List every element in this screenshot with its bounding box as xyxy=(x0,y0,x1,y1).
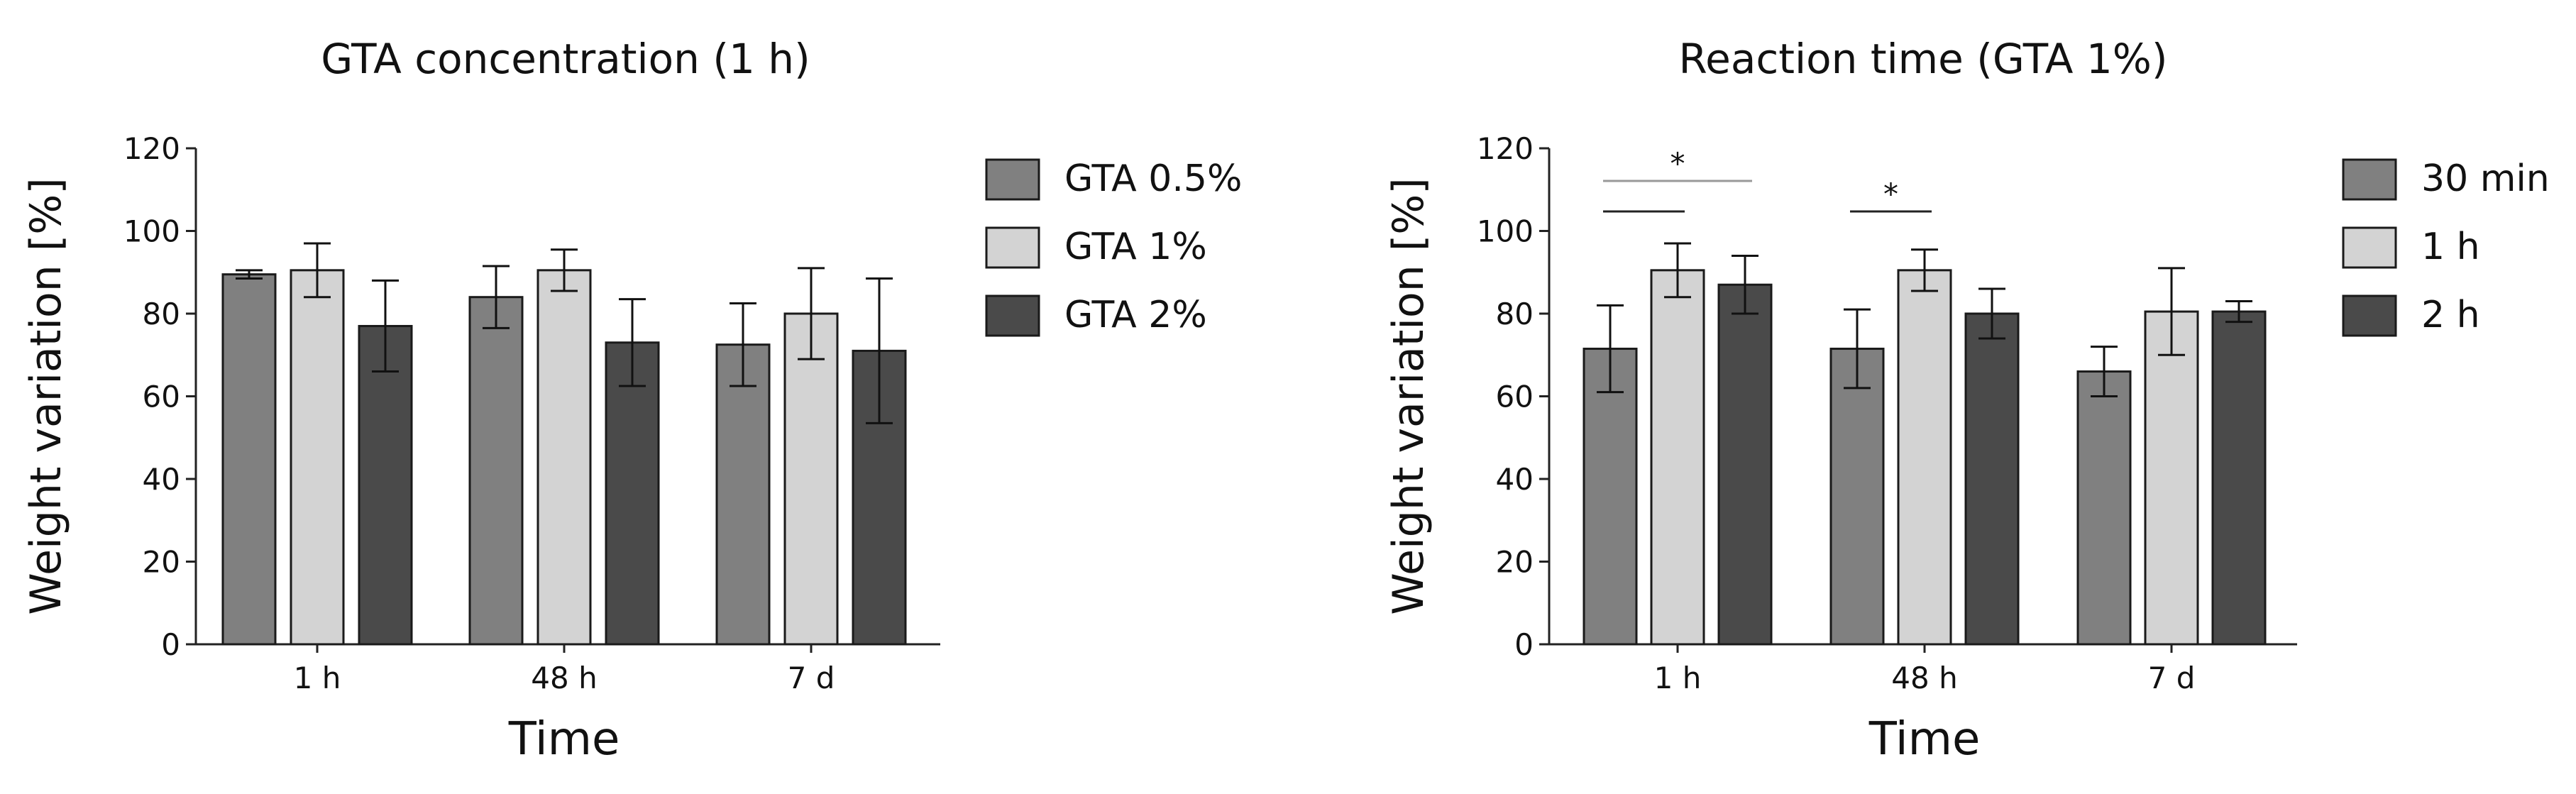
bar xyxy=(852,349,907,646)
y-tick-label: 100 xyxy=(123,214,180,249)
legend-swatch xyxy=(985,226,1040,269)
y-tick-label: 120 xyxy=(123,131,180,166)
y-tick-label: 40 xyxy=(1496,462,1534,497)
y-tick-label: 80 xyxy=(1496,297,1534,331)
legend-label: 30 min xyxy=(2421,158,2550,200)
significance-label: * xyxy=(1670,146,1685,181)
chart-title: Reaction time (GTA 1%) xyxy=(1678,35,2167,83)
x-axis-label: Time xyxy=(1868,713,1981,766)
x-tick-label: 7 d xyxy=(2148,661,2196,695)
bar xyxy=(715,343,771,646)
bar xyxy=(358,324,413,646)
x-tick-label: 1 h xyxy=(294,661,341,695)
legend-label: GTA 1% xyxy=(1064,226,1207,268)
y-tick-label: 0 xyxy=(1514,627,1534,662)
y-tick-label: 0 xyxy=(161,627,180,662)
legend-label: GTA 0.5% xyxy=(1064,158,1242,200)
y-axis-label: Weight variation [%] xyxy=(21,177,71,614)
significance-label: * xyxy=(1883,177,1898,211)
y-tick-label: 100 xyxy=(1477,214,1534,249)
y-tick-label: 60 xyxy=(143,380,180,414)
chart-reaction-time: Reaction time (GTA 1%) 0 20 40 60 80 100 120 Wei… xyxy=(1384,35,2550,766)
y-tick-label: 20 xyxy=(1496,545,1534,580)
chart-title: GTA concentration (1 h) xyxy=(321,35,810,83)
bar xyxy=(221,273,277,646)
legend-swatch xyxy=(2342,226,2397,269)
x-tick-label: 1 h xyxy=(1654,661,1702,695)
legend-label: 1 h xyxy=(2421,226,2480,268)
y-tick-label: 40 xyxy=(143,462,180,497)
y-axis-label: Weight variation [%] xyxy=(1384,177,1433,614)
bar xyxy=(1897,269,1952,646)
y-tick-label: 20 xyxy=(143,545,180,580)
x-tick-label: 48 h xyxy=(531,661,597,695)
bar xyxy=(1964,312,2020,646)
x-axis-label: Time xyxy=(508,713,620,766)
x-tick-label: 48 h xyxy=(1891,661,1957,695)
legend-swatch xyxy=(2342,294,2397,337)
y-tick-label: 120 xyxy=(1477,131,1534,166)
legend-label: GTA 2% xyxy=(1064,294,1207,336)
bar xyxy=(290,269,345,646)
bar xyxy=(2144,310,2199,646)
x-tick-label: 7 d xyxy=(788,661,835,695)
legend-label: 2 h xyxy=(2421,294,2480,336)
bar xyxy=(2211,310,2267,646)
legend-swatch xyxy=(985,294,1040,337)
chart-gta-concentration: GTA concentration (1 h) 0 20 40 60 80 100 120 We… xyxy=(21,35,1242,766)
bar xyxy=(605,341,660,646)
y-tick-label: 60 xyxy=(1496,380,1534,414)
legend-swatch xyxy=(2342,158,2397,201)
bar xyxy=(783,312,839,646)
bar xyxy=(1650,269,1705,646)
bar xyxy=(536,269,592,646)
y-tick-label: 80 xyxy=(143,297,180,331)
bar xyxy=(2076,370,2132,646)
bar xyxy=(468,296,524,646)
legend-swatch xyxy=(985,158,1040,201)
bar xyxy=(1829,348,1885,646)
bar xyxy=(1717,283,1773,646)
